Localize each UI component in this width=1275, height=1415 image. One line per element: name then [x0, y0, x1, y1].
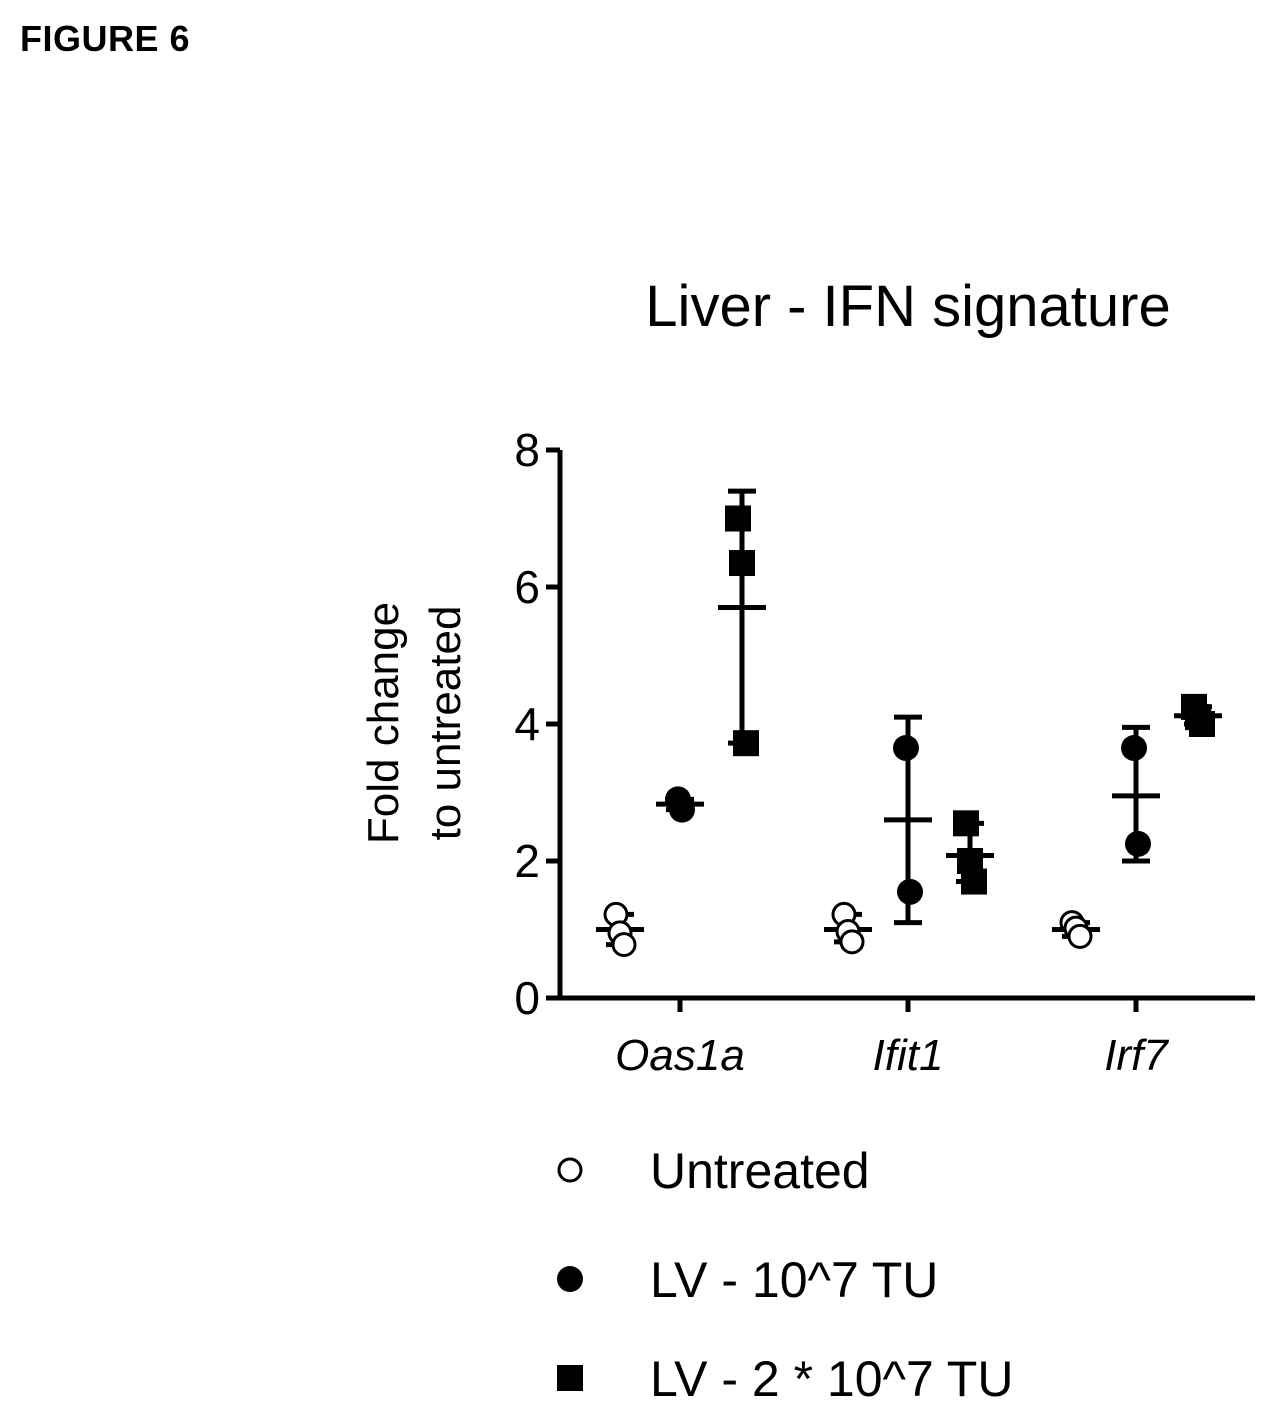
y-tick-label: 0 [514, 972, 540, 1024]
data-point [897, 878, 923, 905]
data-point [733, 730, 759, 757]
data-point [669, 796, 695, 823]
legend-label: LV - 2 * 10^7 TU [650, 1351, 1013, 1407]
data-point [893, 734, 919, 761]
figure-label: FIGURE 6 [20, 18, 191, 59]
y-axis-label-line1: Fold change [359, 602, 408, 844]
data-point [725, 505, 751, 532]
x-tick-label: Irf7 [1104, 1031, 1169, 1080]
data-point [1067, 923, 1093, 949]
legend: Untreated LV - 10^7 TU LV - 2 * 10^7 TU [557, 1143, 1013, 1407]
data-point [611, 932, 637, 958]
data-marks [596, 488, 1222, 958]
axes: 0 2 4 6 8 Oas1a Ifit1 Irf7 [514, 424, 1255, 1080]
legend-label: LV - 10^7 TU [650, 1252, 938, 1308]
chart-title: Liver - IFN signature [645, 274, 1170, 339]
data-point [729, 550, 755, 577]
legend-marker [557, 1157, 583, 1183]
y-tick-label: 4 [514, 698, 540, 750]
data-point [1121, 734, 1147, 761]
legend-marker [557, 1266, 583, 1292]
legend-label: Untreated [650, 1143, 870, 1199]
data-point [1125, 830, 1151, 857]
data-point [839, 929, 865, 955]
y-tick-label: 2 [514, 835, 540, 887]
y-tick-label: 8 [514, 424, 540, 476]
legend-marker [557, 1365, 583, 1391]
x-tick-label: Oas1a [615, 1031, 745, 1080]
y-tick-label: 6 [514, 561, 540, 613]
y-axis-label: Fold change to untreated [359, 602, 470, 844]
data-point [961, 868, 987, 895]
data-point [1189, 711, 1215, 737]
data-point [953, 810, 979, 837]
y-axis-label-line2: to untreated [421, 606, 470, 841]
x-tick-label: Ifit1 [873, 1031, 944, 1080]
